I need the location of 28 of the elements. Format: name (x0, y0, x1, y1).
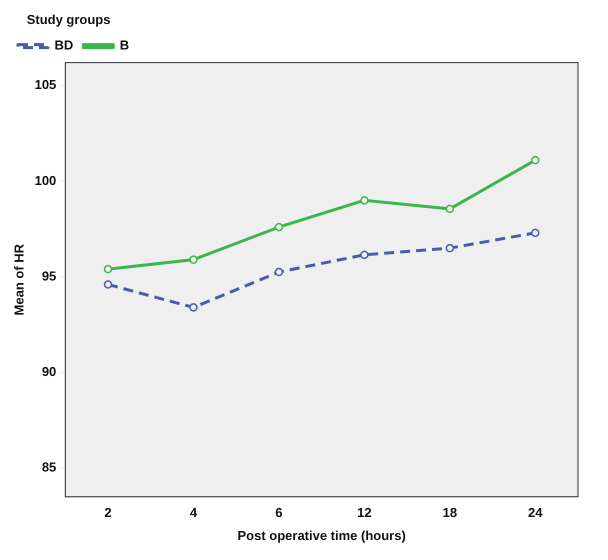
y-tick-label: 85 (42, 460, 56, 475)
y-axis-title: Mean of HR (11, 243, 26, 316)
point (446, 204, 454, 214)
point (360, 250, 369, 260)
x-tick-label: 2 (104, 505, 112, 520)
x-tick-label: 18 (442, 505, 458, 520)
point (274, 222, 284, 232)
x-tick-label: 12 (357, 505, 372, 520)
y-tick-label: 100 (34, 172, 56, 188)
x-tick-label: 4 (190, 505, 198, 520)
x-tick-label: 6 (275, 505, 283, 520)
point (189, 255, 198, 264)
point (189, 303, 198, 312)
y-tick-label: 105 (34, 77, 56, 92)
point (531, 228, 540, 238)
x-tick-label: 24 (528, 505, 544, 520)
legend-title: Study groups (26, 12, 110, 28)
x-axis-title: Post operative time (hours) (237, 528, 406, 543)
point (274, 268, 284, 276)
point (446, 244, 454, 252)
point (531, 156, 540, 164)
legend-label: BD (54, 38, 74, 53)
legend-label: B (120, 38, 130, 53)
y-tick-label: 95 (42, 268, 56, 284)
point (360, 196, 369, 205)
y-tick-label: 90 (42, 364, 56, 380)
point (104, 264, 112, 274)
point (104, 280, 112, 289)
